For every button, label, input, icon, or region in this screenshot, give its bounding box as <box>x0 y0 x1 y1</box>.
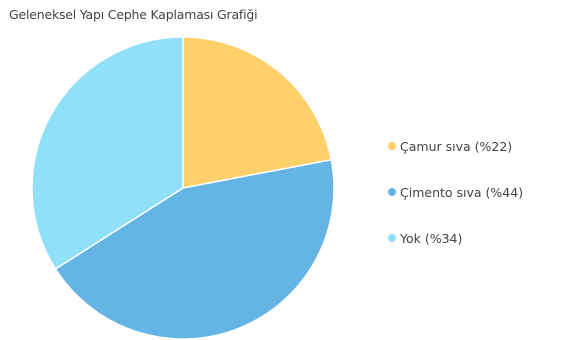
legend-item-camur: Çamur sıva (%22) <box>388 136 523 156</box>
legend-swatch-camur <box>388 142 396 150</box>
legend-label-yok: Yok (%34) <box>400 230 463 246</box>
pie-slice-yok <box>31 36 184 270</box>
legend-item-cimento: Çimento sıva (%44) <box>388 182 523 202</box>
pie-slice-camur <box>182 36 333 189</box>
legend-label-camur: Çamur sıva (%22) <box>400 138 513 154</box>
chart-title: Geleneksel Yapı Cephe Kaplaması Grafiği <box>9 7 258 22</box>
pie-slice-cimento <box>54 158 335 340</box>
legend: Çamur sıva (%22) Çimento sıva (%44) Yok … <box>388 136 523 274</box>
legend-swatch-yok <box>388 234 396 242</box>
legend-swatch-cimento <box>388 188 396 196</box>
legend-item-yok: Yok (%34) <box>388 228 523 248</box>
legend-label-cimento: Çimento sıva (%44) <box>400 184 524 200</box>
